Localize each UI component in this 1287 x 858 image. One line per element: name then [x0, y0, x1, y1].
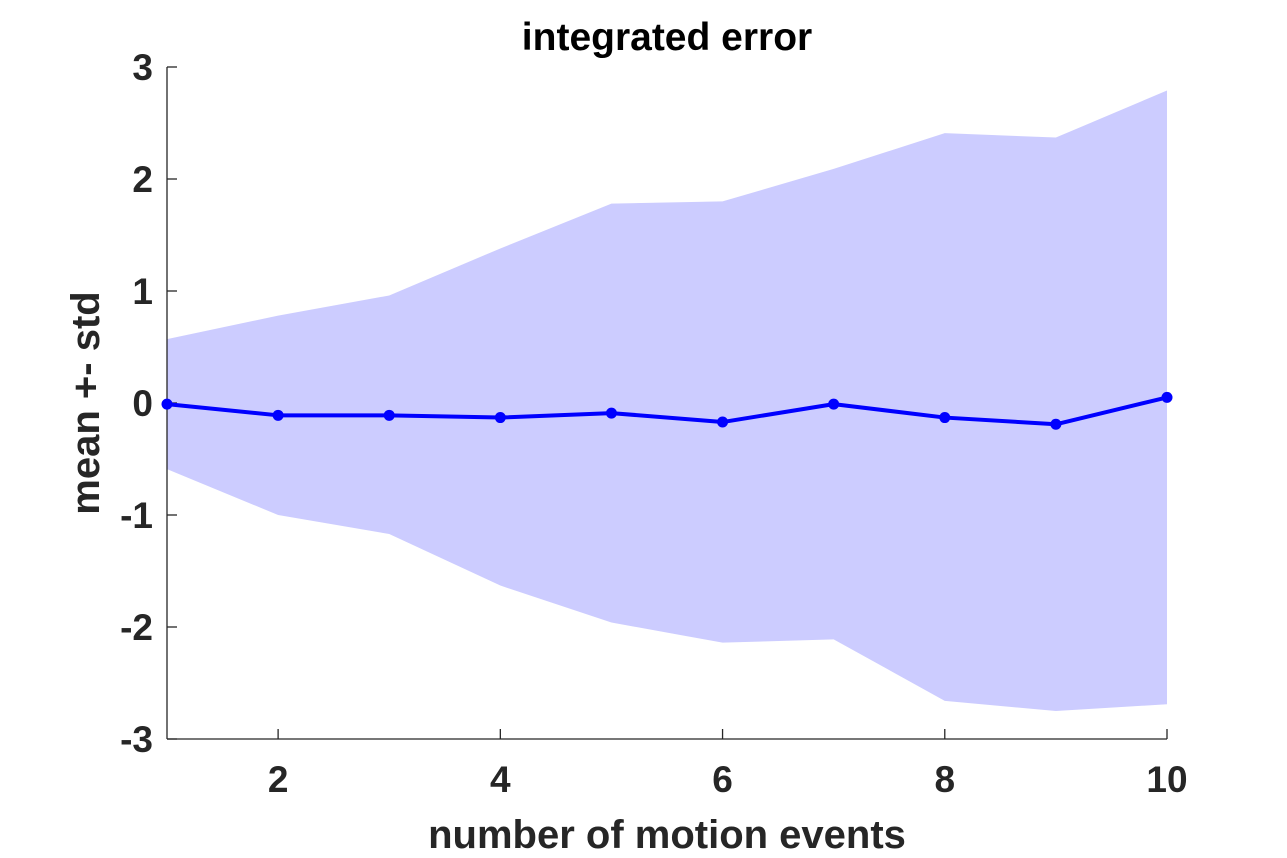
y-tick-label: -3 — [120, 719, 153, 760]
mean-point — [272, 409, 284, 421]
y-tick-label: 1 — [132, 271, 153, 312]
x-tick-label: 2 — [268, 759, 289, 800]
mean-point — [939, 412, 951, 424]
x-tick-label: 8 — [934, 759, 955, 800]
mean-point — [605, 407, 617, 419]
y-axis-label: mean +- std — [64, 291, 108, 514]
mean-line — [166, 395, 1168, 427]
mean-point — [494, 412, 506, 424]
mean-point — [1161, 391, 1173, 403]
y-tick-label: 3 — [132, 47, 153, 88]
series-layer — [161, 391, 1173, 430]
y-tick-label: -2 — [120, 607, 153, 648]
mean-point — [383, 409, 395, 421]
x-tick-label: 6 — [712, 759, 733, 800]
mean-point — [161, 398, 173, 410]
x-tick-label: 10 — [1146, 759, 1187, 800]
std-band-layer — [167, 90, 1167, 711]
y-tick-label: 2 — [132, 159, 153, 200]
y-tick-label: -1 — [120, 495, 153, 536]
mean-point — [1050, 418, 1062, 430]
chart-title: integrated error — [522, 16, 812, 59]
x-axis-label: number of motion events — [428, 813, 906, 857]
axes: 2 4 6 8 10 -3 -2 -1 0 1 2 3 — [120, 47, 1187, 800]
x-tick-label: 4 — [490, 759, 511, 800]
std-band — [167, 90, 1167, 711]
mean-point — [717, 416, 729, 428]
mean-point — [828, 398, 840, 410]
y-tick-label: 0 — [132, 383, 153, 424]
